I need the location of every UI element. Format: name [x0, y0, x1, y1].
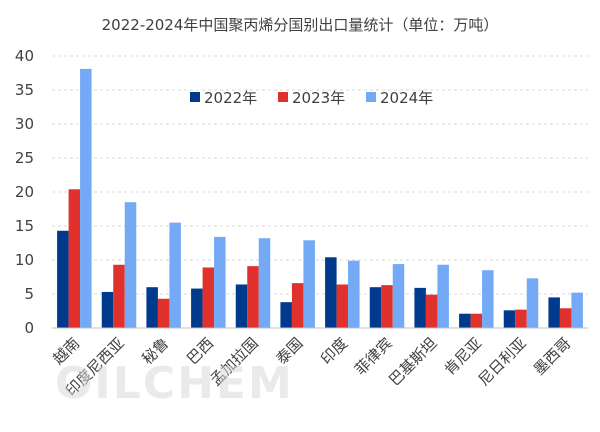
bar: [146, 287, 158, 328]
legend-swatch: [366, 92, 376, 102]
bar: [437, 264, 449, 328]
legend-label: 2023年: [292, 89, 345, 107]
bar: [526, 278, 539, 328]
y-tick-label: 0: [24, 319, 34, 337]
bar: [348, 260, 360, 328]
bar: [336, 284, 349, 328]
bar: [548, 297, 560, 328]
x-category-label: 巴基斯坦: [385, 334, 440, 389]
y-tick-label: 15: [15, 217, 34, 235]
bar: [80, 68, 92, 329]
bar: [369, 287, 382, 328]
bar: [191, 288, 203, 328]
bar: [68, 189, 81, 328]
y-axis-ticks: 0 5 10 15 20 25 30 35 40: [15, 47, 34, 337]
bar: [381, 285, 393, 328]
watermark-text: OILCHEM: [55, 358, 294, 409]
bar: [515, 309, 527, 328]
bar: [202, 267, 215, 328]
bar: [414, 287, 426, 328]
bar: [157, 298, 170, 328]
legend-swatch: [190, 92, 200, 102]
chart-title: 2022-2024年中国聚丙烯分国别出口量统计（单位：万吨）: [102, 16, 499, 34]
bar: [482, 270, 494, 328]
x-category-label: 墨西哥: [530, 334, 575, 379]
bar: [470, 313, 483, 328]
bar: [258, 238, 271, 328]
bar: [325, 257, 337, 328]
bars: [57, 68, 583, 329]
legend-label: 2022年: [204, 89, 257, 107]
bar: [303, 240, 315, 328]
gridlines: [52, 55, 588, 295]
bar: [124, 202, 137, 328]
bar: [57, 230, 69, 328]
bar: [247, 266, 259, 328]
bar: [503, 310, 516, 328]
y-tick-label: 5: [24, 285, 34, 303]
legend-swatch: [278, 92, 288, 102]
bar: [214, 236, 226, 328]
y-tick-label: 30: [15, 115, 34, 133]
bar: [559, 308, 572, 328]
bar: [459, 313, 471, 328]
bar: [392, 264, 405, 328]
y-tick-label: 35: [15, 81, 34, 99]
bar: [101, 291, 114, 328]
y-tick-label: 25: [15, 149, 34, 167]
x-category-label: 印度: [317, 334, 351, 368]
bar: [169, 222, 181, 328]
y-tick-label: 20: [15, 183, 34, 201]
y-tick-label: 10: [15, 251, 34, 269]
y-tick-label: 40: [15, 47, 34, 65]
bar: [280, 302, 292, 328]
legend: 2022年 2023年 2024年: [190, 89, 433, 107]
bar: [113, 264, 125, 328]
bar: [235, 284, 248, 328]
bar: [571, 292, 583, 328]
x-category-label: 尼日利亚: [475, 334, 530, 389]
bar: [291, 283, 304, 328]
bar: [425, 294, 438, 328]
legend-label: 2024年: [380, 89, 433, 107]
